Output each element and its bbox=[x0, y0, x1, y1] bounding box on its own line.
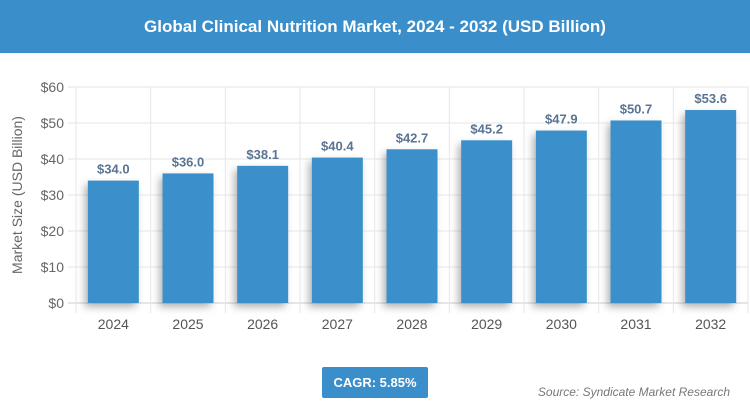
x-tick-label: 2027 bbox=[322, 316, 353, 332]
x-tick-label: 2031 bbox=[620, 316, 651, 332]
data-label: $42.7 bbox=[396, 130, 429, 145]
x-tick-label: 2026 bbox=[247, 316, 278, 332]
y-tick-label: $30 bbox=[41, 187, 65, 203]
y-tick-label: $60 bbox=[41, 79, 65, 95]
y-tick-label: $40 bbox=[41, 151, 65, 167]
x-tick-label: 2024 bbox=[98, 316, 129, 332]
y-axis-label: Market Size (USD Billion) bbox=[9, 116, 25, 274]
data-label: $47.9 bbox=[545, 112, 578, 127]
y-tick-label: $10 bbox=[41, 259, 65, 275]
data-label: $38.1 bbox=[246, 147, 279, 162]
x-tick-label: 2028 bbox=[396, 316, 427, 332]
x-tick-label: 2029 bbox=[471, 316, 502, 332]
data-label: $50.7 bbox=[620, 101, 653, 116]
data-label: $34.0 bbox=[97, 162, 130, 177]
chart-title: Global Clinical Nutrition Market, 2024 -… bbox=[0, 0, 750, 53]
bar-2025 bbox=[162, 173, 214, 303]
source-note: Source: Syndicate Market Research bbox=[537, 385, 730, 399]
bar-2024 bbox=[87, 180, 139, 303]
y-tick-label: $50 bbox=[41, 115, 65, 131]
y-tick-label: $20 bbox=[41, 223, 65, 239]
bar-2026 bbox=[237, 165, 289, 303]
x-tick-label: 2032 bbox=[695, 316, 726, 332]
bar-2031 bbox=[610, 120, 662, 303]
data-label: $40.4 bbox=[321, 139, 354, 154]
x-tick-label: 2025 bbox=[172, 316, 203, 332]
data-label: $36.0 bbox=[172, 154, 205, 169]
bar-2030 bbox=[535, 130, 587, 303]
y-tick-label: $0 bbox=[48, 295, 64, 311]
data-label: $53.6 bbox=[694, 91, 727, 106]
x-tick-label: 2030 bbox=[546, 316, 577, 332]
data-label: $45.2 bbox=[470, 121, 503, 136]
bar-2027 bbox=[311, 157, 363, 303]
cagr-badge: CAGR: 5.85% bbox=[322, 367, 428, 398]
bar-2032 bbox=[685, 110, 737, 303]
bar-2029 bbox=[461, 140, 513, 303]
bar-2028 bbox=[386, 149, 438, 303]
